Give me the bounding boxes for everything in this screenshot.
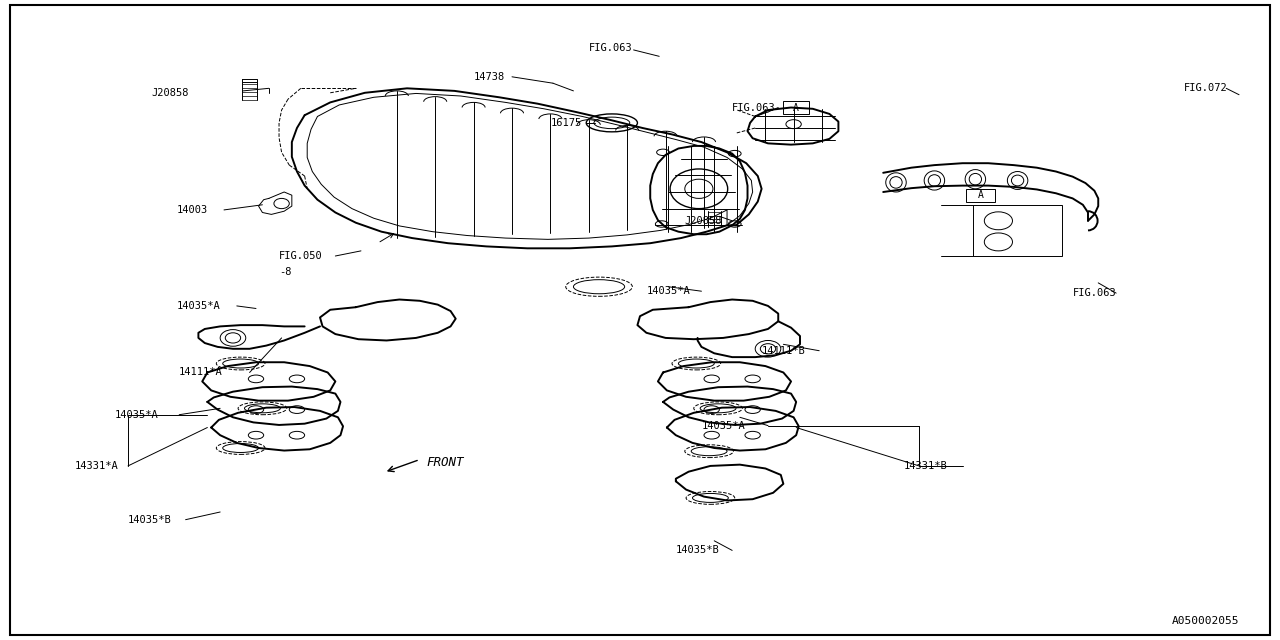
Text: 14111*B: 14111*B (762, 346, 805, 356)
Text: A: A (794, 102, 799, 113)
Text: 14035*A: 14035*A (701, 420, 745, 431)
Text: FIG.050: FIG.050 (279, 251, 323, 261)
Bar (973, 205, 1062, 256)
Text: FIG.063: FIG.063 (589, 43, 632, 53)
Text: A050002055: A050002055 (1171, 616, 1239, 626)
Text: 14738: 14738 (474, 72, 504, 82)
Text: 14331*A: 14331*A (74, 461, 118, 471)
Text: 14035*A: 14035*A (177, 301, 220, 311)
Text: FIG.063: FIG.063 (732, 102, 776, 113)
Text: A: A (978, 190, 983, 200)
Text: FIG.072: FIG.072 (1184, 83, 1228, 93)
Bar (966, 189, 995, 202)
Text: -8: -8 (279, 267, 292, 277)
Bar (783, 101, 809, 114)
Text: 14035*B: 14035*B (676, 545, 719, 556)
Text: 14331*B: 14331*B (904, 461, 947, 471)
Text: 14035*A: 14035*A (646, 286, 690, 296)
Text: 14035*A: 14035*A (115, 410, 159, 420)
Text: J20858: J20858 (685, 216, 722, 226)
Text: J20858: J20858 (151, 88, 188, 98)
Text: FIG.063: FIG.063 (1073, 288, 1116, 298)
Text: 14003: 14003 (177, 205, 207, 215)
Text: 14035*B: 14035*B (128, 515, 172, 525)
Text: 14111*A: 14111*A (179, 367, 223, 378)
Text: 16175: 16175 (550, 118, 581, 128)
Text: FRONT: FRONT (426, 456, 463, 468)
